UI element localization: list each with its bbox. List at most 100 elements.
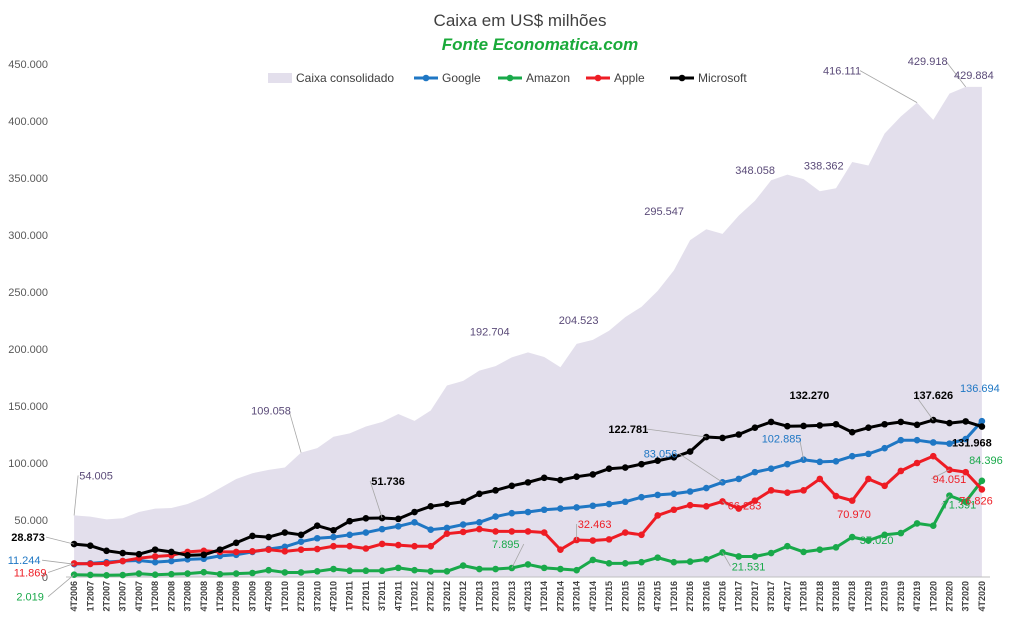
data-point-google <box>395 522 402 530</box>
data-point-google <box>832 457 840 465</box>
x-tick-label: 1T2017 <box>734 581 744 612</box>
data-point-microsoft <box>670 454 678 461</box>
data-point-google <box>281 543 289 551</box>
data-point-amazon <box>313 568 321 575</box>
data-point-amazon <box>103 571 110 579</box>
data-point-google <box>670 490 678 498</box>
data-point-google <box>784 460 791 468</box>
y-tick-label: 250.000 <box>8 287 48 299</box>
data-point-amazon <box>168 570 175 578</box>
data-point-amazon <box>881 531 888 539</box>
data-point-microsoft <box>848 428 856 436</box>
data-point-amazon <box>929 522 937 529</box>
data-point-amazon <box>978 477 986 485</box>
data-point-google <box>654 491 661 499</box>
data-point-apple <box>848 497 856 504</box>
data-point-microsoft <box>103 547 110 555</box>
data-point-microsoft <box>476 490 483 498</box>
data-label: 51.736 <box>371 476 405 488</box>
data-point-microsoft <box>168 548 175 556</box>
data-label: 429.918 <box>908 56 948 68</box>
x-tick-label: 3T2017 <box>766 581 776 612</box>
x-tick-label: 1T2014 <box>539 581 549 612</box>
legend-swatch <box>268 73 292 83</box>
data-point-google <box>573 504 580 511</box>
data-point-apple <box>557 546 564 553</box>
data-label: 348.058 <box>735 165 775 177</box>
data-point-amazon <box>605 560 613 567</box>
annotation-leader-line <box>945 60 967 88</box>
data-point-microsoft <box>362 514 370 522</box>
x-tick-label: 4T2015 <box>653 581 663 612</box>
x-tick-label: 3T2008 <box>183 581 193 612</box>
data-point-apple <box>249 548 256 555</box>
data-point-microsoft <box>832 420 840 428</box>
data-label: 429.884 <box>954 70 994 82</box>
data-point-microsoft <box>184 552 191 559</box>
legend-item-google: Google <box>414 71 481 85</box>
data-label: 54.005 <box>79 470 113 482</box>
annotation-leader-line <box>288 410 302 453</box>
annotation-leader-line <box>914 394 934 421</box>
data-label: 131.968 <box>952 438 992 450</box>
x-tick-label: 3T2010 <box>312 581 322 612</box>
data-point-google <box>411 518 418 526</box>
data-point-amazon <box>638 558 645 566</box>
x-tick-label: 2T2012 <box>426 581 436 612</box>
axis-layer: 0 50.000 100.000 150.000 200.000 250.000 300.0… <box>8 59 990 612</box>
data-point-microsoft <box>281 529 289 536</box>
data-point-microsoft <box>573 473 580 480</box>
data-point-microsoft <box>313 522 321 529</box>
data-point-apple <box>621 529 629 536</box>
data-point-amazon <box>800 548 807 556</box>
x-tick-label: 1T2020 <box>928 581 938 612</box>
data-point-microsoft <box>962 418 969 425</box>
annotation-layer: 54.005 109.058 192.704 204.523 295.547 348.05… <box>8 56 1003 604</box>
data-point-apple <box>459 528 467 536</box>
data-point-google <box>621 498 629 506</box>
data-point-microsoft <box>232 539 240 547</box>
x-tick-label: 3T2019 <box>896 581 906 612</box>
data-label: 7.895 <box>492 539 520 551</box>
data-point-apple <box>427 542 435 550</box>
data-point-apple <box>654 512 661 519</box>
data-point-amazon <box>281 569 289 576</box>
data-point-microsoft <box>200 551 208 559</box>
data-point-apple <box>151 553 159 560</box>
data-point-apple <box>784 489 791 496</box>
y-tick-label: 150.000 <box>8 401 48 413</box>
x-tick-label: 3T2011 <box>377 581 387 611</box>
data-point-apple <box>281 548 289 555</box>
data-point-google <box>589 502 597 510</box>
data-point-amazon <box>962 498 969 506</box>
data-label: 338.362 <box>804 160 844 172</box>
data-point-google <box>767 465 775 473</box>
data-point-apple <box>735 505 743 512</box>
data-label: 11.869 <box>14 567 47 579</box>
data-point-microsoft <box>411 508 418 516</box>
data-point-microsoft <box>557 476 564 484</box>
data-point-apple <box>411 542 418 550</box>
data-point-google <box>848 452 856 460</box>
data-point-amazon <box>751 553 759 560</box>
x-tick-label: 1T2019 <box>863 581 873 612</box>
y-tick-label: 400.000 <box>8 116 48 128</box>
x-tick-label: 4T2012 <box>458 581 468 612</box>
legend-item-apple: Apple <box>586 71 645 85</box>
data-point-apple <box>443 530 451 537</box>
data-point-microsoft <box>459 498 467 506</box>
data-point-microsoft <box>492 487 499 494</box>
data-point-amazon <box>848 533 856 541</box>
data-point-microsoft <box>751 424 759 431</box>
data-label: 122.781 <box>608 424 648 436</box>
data-point-google <box>508 509 516 517</box>
data-point-amazon <box>784 542 791 550</box>
series-layer <box>70 416 986 579</box>
data-point-microsoft <box>897 418 905 426</box>
data-point-apple <box>119 557 127 565</box>
data-point-amazon <box>524 561 532 568</box>
data-point-apple <box>832 492 840 500</box>
data-point-amazon <box>686 558 694 565</box>
x-tick-label: 2T2018 <box>815 581 825 612</box>
data-label: 94.051 <box>933 474 967 486</box>
